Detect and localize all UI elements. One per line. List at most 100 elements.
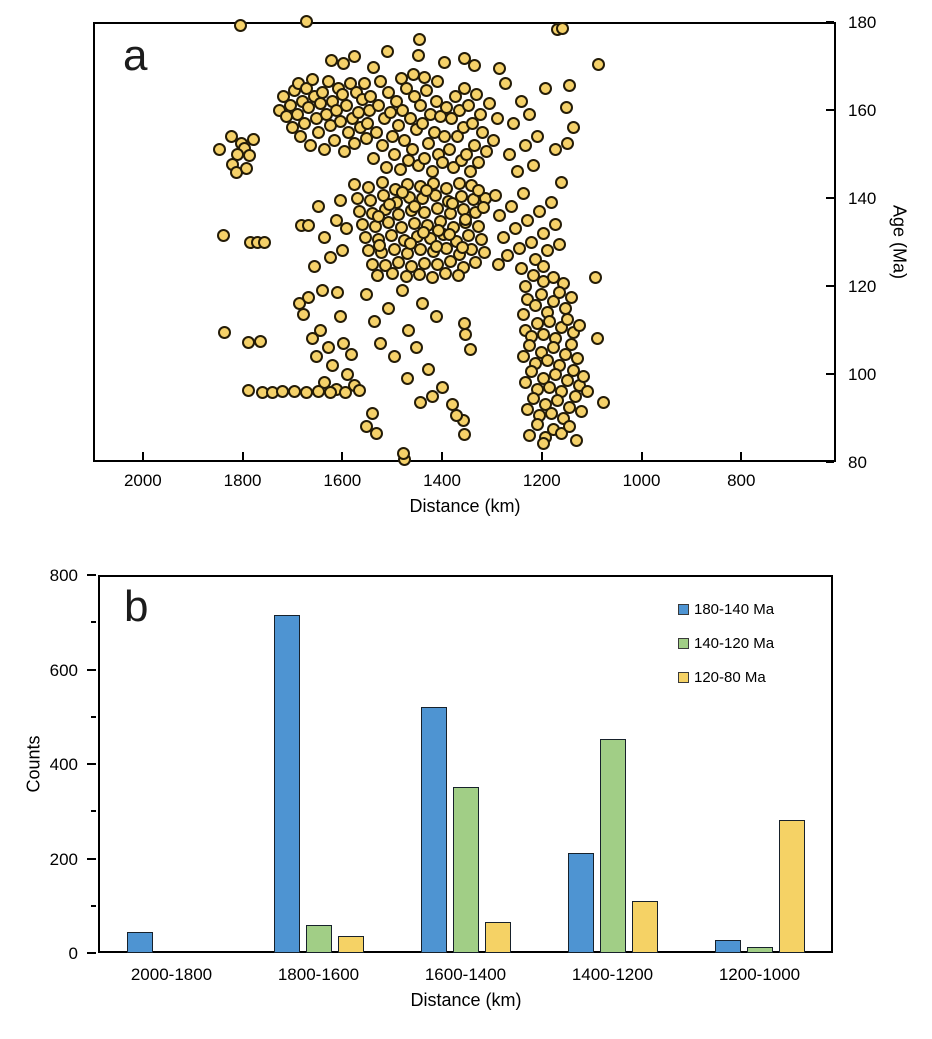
scatter-point	[464, 165, 478, 179]
scatter-point	[365, 407, 379, 421]
scatter-point	[581, 385, 595, 399]
scatter-point	[437, 55, 451, 69]
panel-b-y-minor-tick	[91, 810, 96, 813]
panel-b-y-tick	[87, 574, 96, 576]
scatter-point	[387, 349, 401, 363]
scatter-point	[393, 162, 407, 176]
scatter-point	[387, 242, 401, 256]
scatter-point	[523, 429, 537, 443]
scatter-point	[472, 219, 486, 233]
legend-label: 120-80 Ma	[694, 669, 766, 686]
scatter-point	[361, 244, 375, 258]
scatter-point	[305, 72, 319, 86]
scatter-point	[399, 269, 413, 283]
scatter-point	[324, 54, 338, 68]
scatter-point	[549, 367, 563, 381]
scatter-point	[531, 418, 545, 432]
panel-b-y-minor-tick	[91, 621, 96, 624]
scatter-point	[384, 229, 398, 243]
bar-140-120-ma	[746, 946, 773, 953]
scatter-point	[527, 158, 541, 172]
panel-b-y-tick-label: 0	[68, 944, 78, 963]
scatter-point	[446, 196, 460, 210]
scatter-point	[519, 279, 533, 293]
scatter-point	[359, 132, 373, 146]
panel-a-x-tick-label: 1400	[423, 471, 461, 490]
scatter-point	[565, 290, 579, 304]
scatter-point	[358, 231, 372, 245]
panel-b-y-minor-tick	[91, 904, 96, 907]
panel-b-category-label: 1600-1400	[424, 965, 507, 984]
scatter-point	[468, 138, 482, 152]
scatter-point	[366, 60, 380, 74]
scatter-point	[317, 231, 331, 245]
scatter-point	[489, 189, 503, 203]
scatter-point	[257, 236, 271, 250]
scatter-point	[321, 74, 335, 88]
scatter-point	[381, 215, 395, 229]
scatter-point	[391, 208, 405, 222]
scatter-point	[560, 101, 574, 115]
scatter-point	[394, 71, 408, 85]
scatter-point	[409, 341, 423, 355]
scatter-point	[477, 201, 491, 215]
scatter-point	[405, 143, 419, 157]
scatter-point	[408, 200, 422, 214]
scatter-point	[234, 19, 248, 33]
panel-a-y-tick	[826, 373, 834, 375]
scatter-point	[545, 407, 559, 421]
panel-b-category-label: 2000-1800	[130, 965, 213, 984]
scatter-point	[437, 129, 451, 143]
scatter-point	[347, 50, 361, 64]
scatter-point	[501, 248, 515, 262]
scatter-point	[412, 33, 426, 47]
scatter-point	[307, 259, 321, 273]
scatter-point	[515, 261, 529, 275]
panel-b-y-tick-label: 400	[49, 755, 78, 774]
scatter-point	[297, 116, 311, 130]
scatter-point	[515, 94, 529, 108]
scatter-point	[373, 336, 387, 350]
panel-a-y-tick	[826, 21, 834, 23]
scatter-point	[597, 396, 611, 410]
scatter-point	[329, 213, 343, 227]
scatter-point	[561, 312, 575, 326]
scatter-point	[336, 56, 350, 70]
scatter-point	[457, 428, 471, 442]
panel-b-category-label: 1200-1000	[718, 965, 801, 984]
scatter-point	[456, 240, 469, 254]
scatter-point	[317, 143, 331, 157]
scatter-point	[589, 270, 603, 284]
panel-a-y-tick	[826, 461, 834, 463]
scatter-point	[435, 380, 449, 394]
panel-b-y-axis-title: Counts	[23, 735, 44, 793]
scatter-point	[301, 290, 315, 304]
panel-b-label: b	[124, 582, 149, 631]
panel-a-x-tick-label: 1200	[522, 471, 561, 490]
panel-a-y-tick-label: 80	[848, 453, 867, 472]
scatter-point	[254, 334, 268, 348]
scatter-point	[563, 420, 577, 434]
panel-b-y-tick-label: 200	[49, 849, 78, 869]
scatter-point	[333, 114, 347, 128]
legend-label: 180-140 Ma	[694, 601, 775, 618]
scatter-point	[533, 204, 547, 218]
scatter-point	[517, 308, 531, 322]
scatter-point	[425, 165, 439, 179]
scatter-point	[509, 222, 523, 236]
panel-a-y-tick-label: 160	[848, 101, 877, 120]
scatter-point	[417, 225, 431, 239]
scatter-point	[293, 129, 307, 143]
scatter-point	[470, 88, 484, 102]
scatter-point	[370, 268, 384, 282]
scatter-point	[347, 178, 361, 192]
scatter-point	[411, 48, 425, 62]
scatter-point	[429, 310, 443, 324]
scatter-point	[429, 94, 443, 108]
panel-a-y-tick	[826, 285, 834, 287]
scatter-point	[218, 325, 232, 339]
scatter-point	[592, 58, 606, 72]
scatter-point	[401, 323, 415, 337]
scatter-point	[359, 288, 373, 302]
